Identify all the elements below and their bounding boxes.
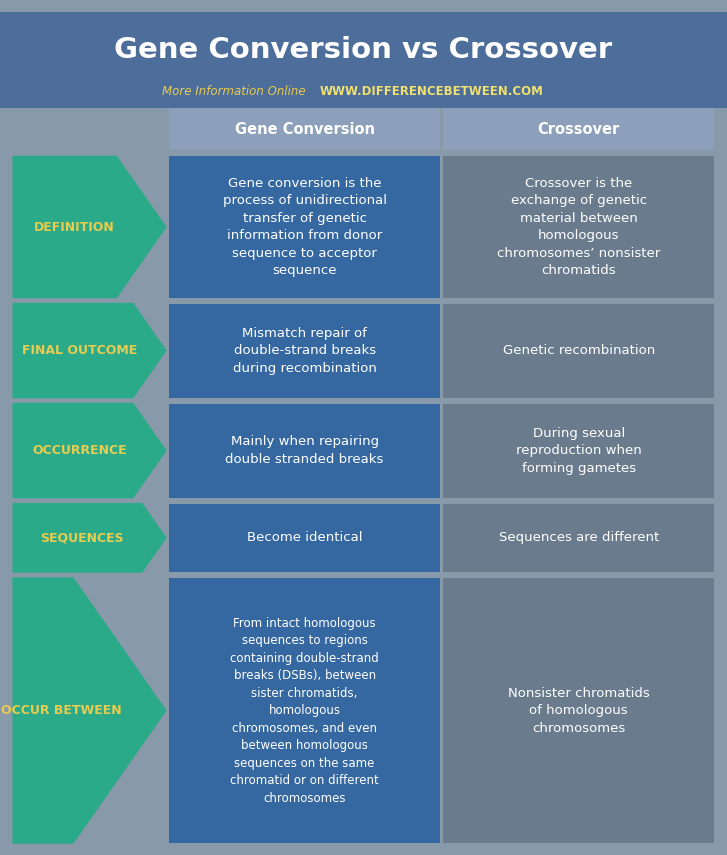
- FancyBboxPatch shape: [169, 578, 440, 843]
- FancyBboxPatch shape: [0, 12, 727, 108]
- Polygon shape: [13, 156, 166, 298]
- Text: Mismatch repair of
double-strand breaks
during recombination: Mismatch repair of double-strand breaks …: [233, 327, 377, 374]
- FancyBboxPatch shape: [443, 304, 714, 398]
- Text: FINAL OUTCOME: FINAL OUTCOME: [22, 344, 137, 357]
- Text: Crossover is the
exchange of genetic
material between
homologous
chromosomes’ no: Crossover is the exchange of genetic mat…: [497, 177, 660, 277]
- Text: OCCURRENCE: OCCURRENCE: [32, 444, 126, 457]
- Text: Mainly when repairing
double stranded breaks: Mainly when repairing double stranded br…: [225, 435, 384, 466]
- Text: DEFINITION: DEFINITION: [34, 221, 115, 233]
- Text: Crossover: Crossover: [537, 121, 620, 137]
- Text: SEQUENCES: SEQUENCES: [41, 531, 124, 545]
- Text: Sequences are different: Sequences are different: [499, 531, 659, 545]
- Text: Become identical: Become identical: [247, 531, 362, 545]
- FancyBboxPatch shape: [443, 108, 714, 150]
- FancyBboxPatch shape: [443, 156, 714, 298]
- Text: WWW.DIFFERENCEBETWEEN.COM: WWW.DIFFERENCEBETWEEN.COM: [320, 85, 544, 98]
- FancyBboxPatch shape: [443, 578, 714, 843]
- Text: Genetic recombination: Genetic recombination: [502, 344, 655, 357]
- FancyBboxPatch shape: [443, 404, 714, 498]
- Text: From intact homologous
sequences to regions
containing double-strand
breaks (DSB: From intact homologous sequences to regi…: [230, 616, 379, 805]
- Text: Nonsister chromatids
of homologous
chromosomes: Nonsister chromatids of homologous chrom…: [508, 687, 649, 734]
- Polygon shape: [13, 578, 166, 843]
- Text: Gene Conversion: Gene Conversion: [235, 121, 374, 137]
- FancyBboxPatch shape: [169, 108, 440, 150]
- Text: Gene conversion is the
process of unidirectional
transfer of genetic
information: Gene conversion is the process of unidir…: [222, 177, 387, 277]
- FancyBboxPatch shape: [169, 156, 440, 298]
- FancyBboxPatch shape: [443, 504, 714, 572]
- Text: OCCUR BETWEEN: OCCUR BETWEEN: [1, 704, 122, 717]
- Text: Gene Conversion vs Crossover: Gene Conversion vs Crossover: [114, 36, 613, 64]
- Text: During sexual
reproduction when
forming gametes: During sexual reproduction when forming …: [516, 427, 641, 475]
- Polygon shape: [13, 504, 166, 572]
- Polygon shape: [13, 404, 166, 498]
- FancyBboxPatch shape: [169, 304, 440, 398]
- FancyBboxPatch shape: [169, 504, 440, 572]
- FancyBboxPatch shape: [0, 108, 727, 150]
- Text: More Information Online: More Information Online: [161, 85, 305, 98]
- Polygon shape: [13, 304, 166, 398]
- FancyBboxPatch shape: [169, 404, 440, 498]
